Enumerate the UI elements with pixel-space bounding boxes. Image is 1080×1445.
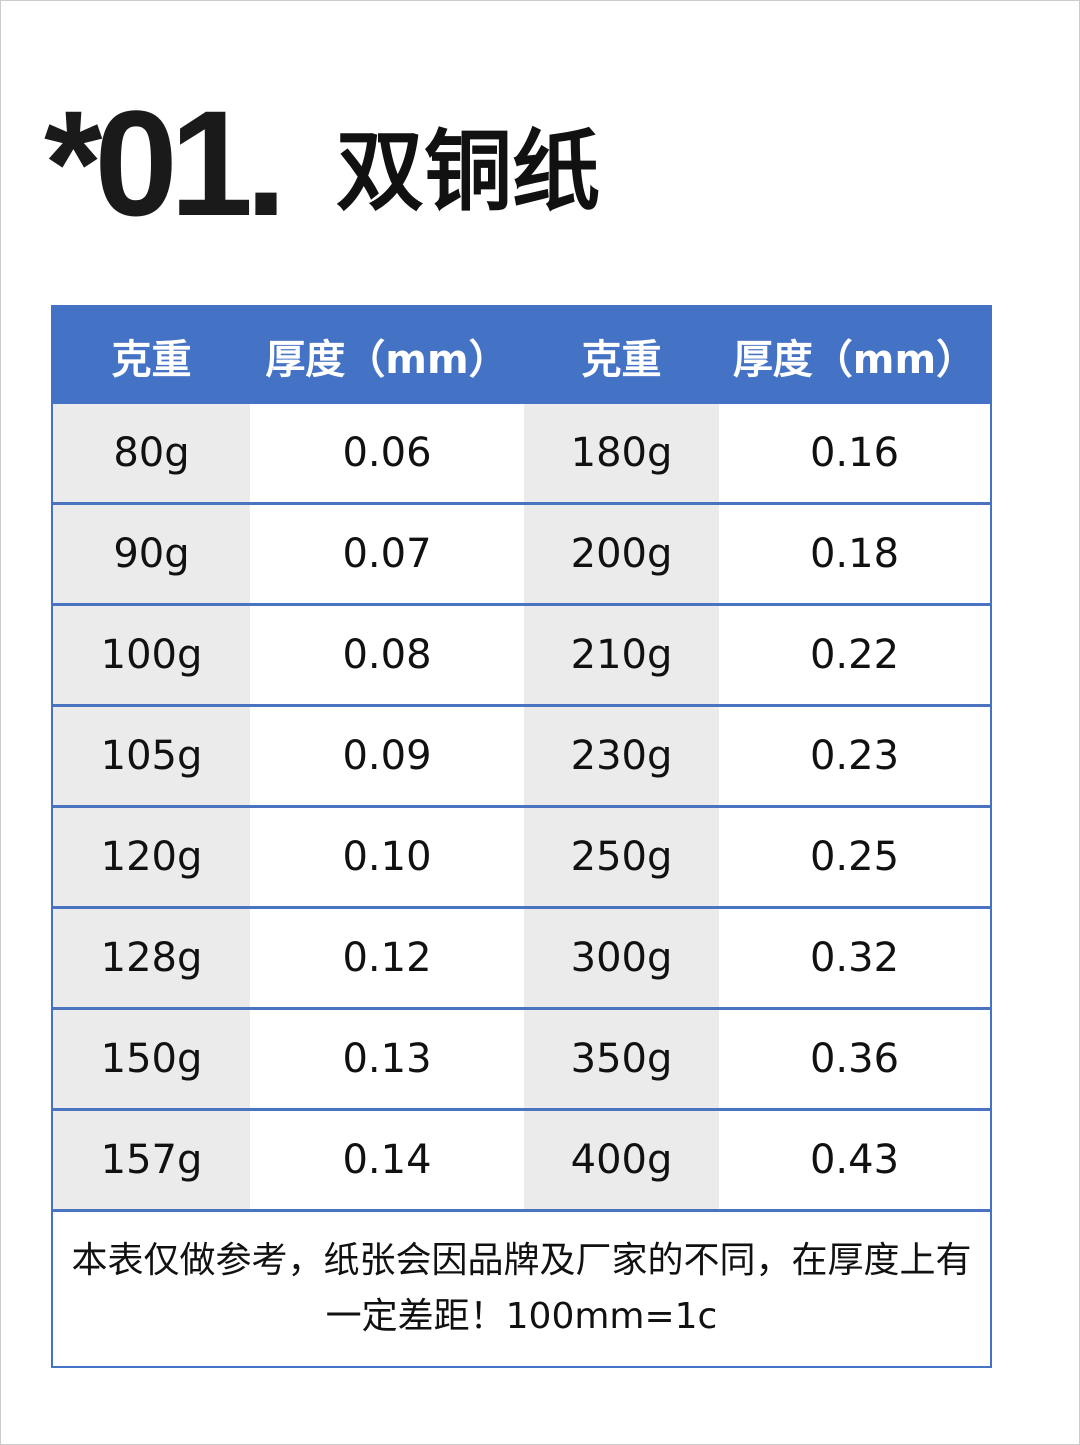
header-weight: 克重 <box>111 336 192 383</box>
table-row: 157g 0.14 400g 0.43 <box>53 1108 990 1209</box>
table-row: 105g 0.09 230g 0.23 <box>53 704 990 805</box>
cell-thickness: 0.22 <box>809 632 900 678</box>
table-row: 150g 0.13 350g 0.36 <box>53 1007 990 1108</box>
cell-weight: 350g <box>524 1010 719 1108</box>
cell-weight: 250g <box>524 808 719 906</box>
cell-thickness: 0.14 <box>342 1137 432 1183</box>
cell-weight: 100g <box>53 606 250 704</box>
table-row: 90g 0.07 200g 0.18 <box>53 502 990 603</box>
cell-thickness: 0.12 <box>342 935 432 981</box>
table-row: 120g 0.10 250g 0.25 <box>53 805 990 906</box>
cell-thickness: 0.18 <box>809 531 900 577</box>
cell-weight: 210g <box>524 606 719 704</box>
cell-thickness: 0.13 <box>342 1036 432 1082</box>
cell-thickness: 0.36 <box>809 1036 900 1082</box>
cell-weight: 128g <box>53 909 250 1007</box>
table-header: 克重 厚度（mm） 克重 厚度（mm） <box>53 307 990 404</box>
table-note: 本表仅做参考，纸张会因品牌及厂家的不同，在厚度上有一定差距！100mm=1c <box>53 1209 990 1366</box>
cell-thickness: 0.07 <box>342 531 432 577</box>
cell-weight: 150g <box>53 1010 250 1108</box>
cell-thickness: 0.06 <box>342 430 432 476</box>
cell-weight: 200g <box>524 505 719 603</box>
title-number: *01. <box>44 79 287 247</box>
cell-thickness: 0.32 <box>809 935 900 981</box>
table-row: 80g 0.06 180g 0.16 <box>53 404 990 502</box>
cell-weight: 230g <box>524 707 719 805</box>
table-row: 128g 0.12 300g 0.32 <box>53 906 990 1007</box>
cell-weight: 120g <box>53 808 250 906</box>
header-thickness: 厚度（mm） <box>265 336 509 383</box>
cell-thickness: 0.08 <box>342 632 432 678</box>
cell-weight: 300g <box>524 909 719 1007</box>
cell-weight: 400g <box>524 1111 719 1209</box>
cell-thickness: 0.43 <box>809 1137 900 1183</box>
cell-weight: 105g <box>53 707 250 805</box>
thickness-table: 克重 厚度（mm） 克重 厚度（mm） 80g 0.06 180g 0.16 90g 0.… <box>51 305 992 1368</box>
cell-weight: 80g <box>53 404 250 502</box>
header-thickness: 厚度（mm） <box>732 336 977 383</box>
cell-thickness: 0.09 <box>342 733 432 779</box>
cell-weight: 90g <box>53 505 250 603</box>
cell-thickness: 0.23 <box>809 733 900 779</box>
cell-thickness: 0.16 <box>809 430 900 476</box>
cell-thickness: 0.10 <box>342 834 432 880</box>
cell-weight: 157g <box>53 1111 250 1209</box>
table-row: 100g 0.08 210g 0.22 <box>53 603 990 704</box>
cell-weight: 180g <box>524 404 719 502</box>
page-title: 双铜纸 <box>336 120 601 223</box>
header-weight: 克重 <box>581 336 662 383</box>
cell-thickness: 0.25 <box>809 834 900 880</box>
